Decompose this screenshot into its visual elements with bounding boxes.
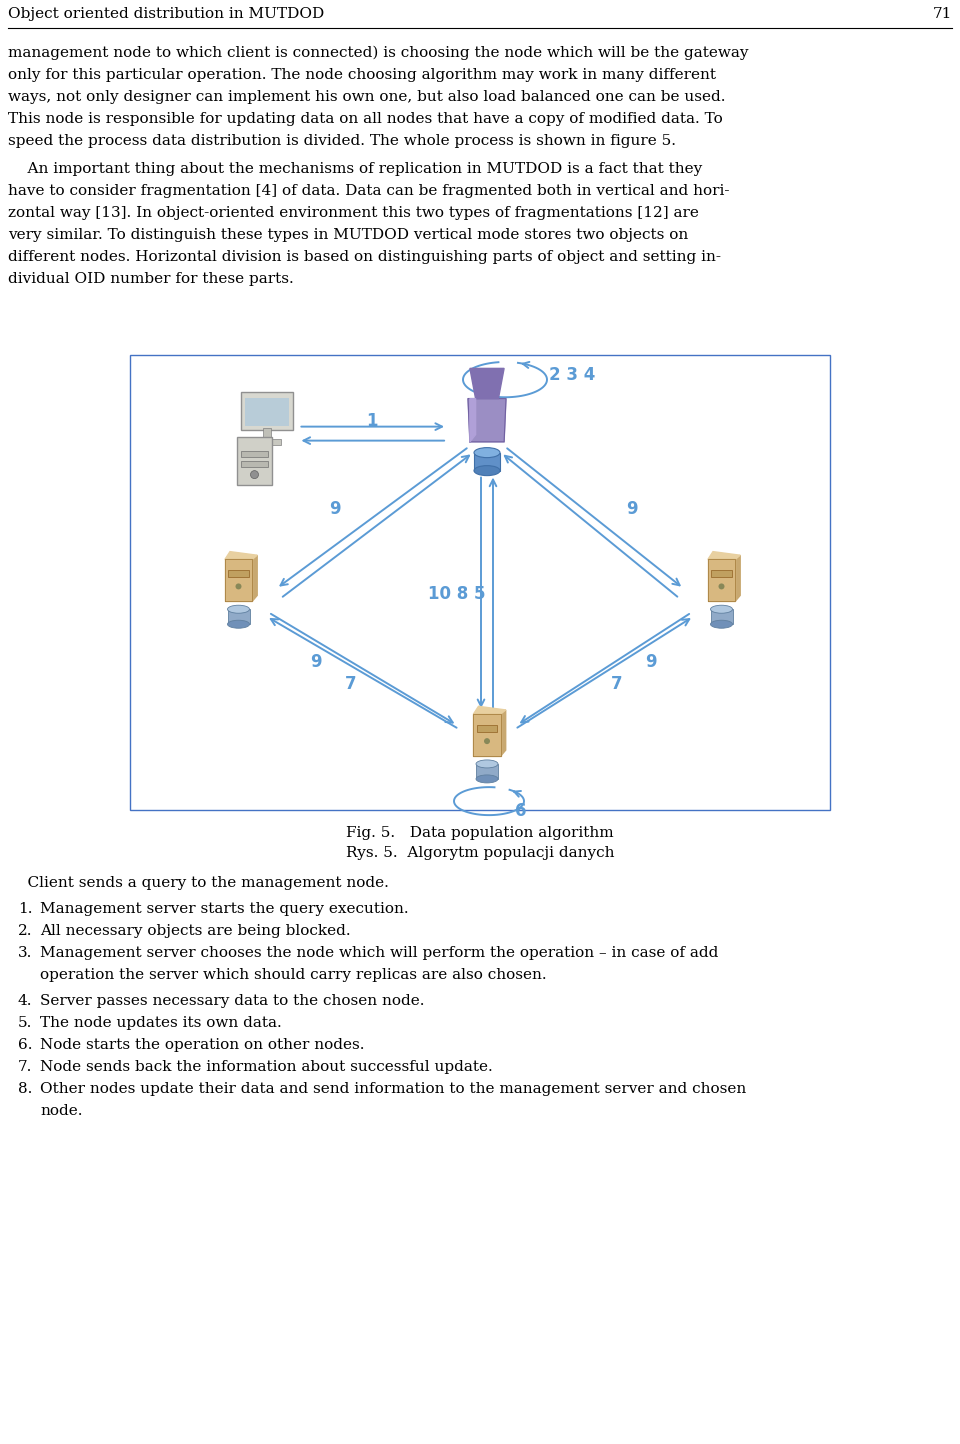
Text: very similar. To distinguish these types in MUTDOD vertical mode stores two obje: very similar. To distinguish these types…	[8, 228, 688, 243]
Polygon shape	[469, 368, 504, 399]
Circle shape	[718, 583, 725, 589]
Ellipse shape	[228, 605, 250, 614]
Bar	[228, 570, 249, 578]
Text: 9: 9	[329, 500, 341, 517]
Text: Node starts the operation on other nodes.: Node starts the operation on other nodes…	[40, 1038, 365, 1053]
Text: 9: 9	[645, 653, 657, 671]
Text: different nodes. Horizontal division is based on distinguishing parts of object : different nodes. Horizontal division is …	[8, 250, 721, 264]
Bar	[241, 461, 268, 466]
Ellipse shape	[710, 621, 732, 628]
Ellipse shape	[476, 760, 498, 768]
Text: Client sends a query to the management node.: Client sends a query to the management n…	[8, 877, 389, 890]
Polygon shape	[473, 715, 500, 757]
Bar	[474, 452, 500, 471]
Text: have to consider fragmentation [4] of data. Data can be fragmented both in verti: have to consider fragmentation [4] of da…	[8, 183, 730, 198]
Polygon shape	[225, 552, 257, 559]
Text: Server passes necessary data to the chosen node.: Server passes necessary data to the chos…	[40, 993, 424, 1008]
Text: 2.: 2.	[18, 924, 33, 939]
Text: 8.: 8.	[18, 1082, 33, 1096]
Bar	[130, 355, 830, 810]
Text: All necessary objects are being blocked.: All necessary objects are being blocked.	[40, 924, 350, 939]
Text: This node is responsible for updating data on all nodes that have a copy of modi: This node is responsible for updating da…	[8, 113, 723, 126]
Text: Management server starts the query execution.: Management server starts the query execu…	[40, 902, 409, 915]
Polygon shape	[708, 552, 740, 559]
Text: 71: 71	[932, 7, 952, 22]
Bar	[262, 427, 271, 439]
Text: Other nodes update their data and send information to the management server and : Other nodes update their data and send i…	[40, 1082, 746, 1096]
Text: 7.: 7.	[18, 1060, 33, 1074]
Text: ways, not only designer can implement his own one, but also load balanced one ca: ways, not only designer can implement hi…	[8, 90, 726, 104]
Text: node.: node.	[40, 1105, 83, 1118]
Bar	[241, 391, 293, 430]
Text: 3.: 3.	[18, 946, 33, 960]
Bar	[241, 451, 268, 456]
Polygon shape	[469, 399, 475, 442]
Text: 6.: 6.	[18, 1038, 33, 1053]
Bar	[476, 764, 498, 778]
Text: 5.: 5.	[18, 1017, 33, 1030]
Text: 9: 9	[627, 500, 638, 517]
Bar	[236, 436, 272, 485]
Text: 9: 9	[310, 653, 322, 671]
Text: 7: 7	[611, 674, 622, 693]
Ellipse shape	[474, 465, 500, 475]
Text: 7: 7	[345, 674, 356, 693]
Bar	[252, 439, 280, 445]
Text: Fig. 5.   Data population algorithm: Fig. 5. Data population algorithm	[347, 826, 613, 840]
Text: An important thing about the mechanisms of replication in MUTDOD is a fact that : An important thing about the mechanisms …	[8, 162, 703, 176]
Text: 4.: 4.	[18, 993, 33, 1008]
Polygon shape	[252, 556, 257, 601]
Polygon shape	[708, 559, 735, 601]
Polygon shape	[225, 559, 252, 601]
Bar	[710, 609, 732, 624]
Text: 1: 1	[366, 412, 377, 430]
Ellipse shape	[474, 448, 500, 458]
Text: The node updates its own data.: The node updates its own data.	[40, 1017, 281, 1030]
Text: management node to which client is connected) is choosing the node which will be: management node to which client is conne…	[8, 46, 749, 61]
Text: 2 3 4: 2 3 4	[549, 365, 595, 384]
Bar	[477, 725, 497, 732]
Text: zontal way [13]. In object-oriented environment this two types of fragmentations: zontal way [13]. In object-oriented envi…	[8, 206, 699, 219]
Polygon shape	[473, 706, 506, 715]
Circle shape	[251, 471, 258, 478]
Text: only for this particular operation. The node choosing algorithm may work in many: only for this particular operation. The …	[8, 68, 716, 82]
Text: Node sends back the information about successful update.: Node sends back the information about su…	[40, 1060, 492, 1074]
Text: Rys. 5.  Algorytm populacji danych: Rys. 5. Algorytm populacji danych	[346, 846, 614, 861]
Polygon shape	[500, 710, 506, 757]
Text: Management server chooses the node which will perform the operation – in case of: Management server chooses the node which…	[40, 946, 718, 960]
Text: speed the process data distribution is divided. The whole process is shown in fi: speed the process data distribution is d…	[8, 134, 676, 147]
Bar	[711, 570, 732, 578]
Text: Object oriented distribution in MUTDOD: Object oriented distribution in MUTDOD	[8, 7, 324, 22]
Polygon shape	[468, 399, 506, 442]
Circle shape	[235, 583, 242, 589]
Text: operation the server which should carry replicas are also chosen.: operation the server which should carry …	[40, 967, 546, 982]
Text: dividual OID number for these parts.: dividual OID number for these parts.	[8, 271, 294, 286]
Ellipse shape	[710, 605, 732, 614]
Bar	[245, 397, 289, 426]
Ellipse shape	[476, 775, 498, 783]
Ellipse shape	[228, 621, 250, 628]
Bar	[228, 609, 250, 624]
Polygon shape	[735, 556, 740, 601]
Text: 10 8 5: 10 8 5	[428, 585, 486, 604]
Text: 6: 6	[515, 801, 526, 820]
Text: 1.: 1.	[18, 902, 33, 915]
Circle shape	[484, 738, 490, 744]
